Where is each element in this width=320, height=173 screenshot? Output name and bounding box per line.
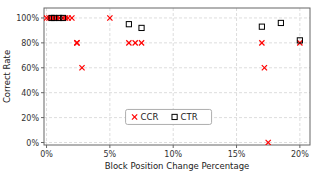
marker-stroke	[69, 15, 74, 20]
legend: CCR CTR	[126, 109, 212, 124]
marker-stroke	[133, 40, 138, 45]
y-grid-line	[44, 142, 310, 143]
axes: 0% 5% 10% 15% 20% 0% 20% 40% 60% 80% 100%	[16, 8, 310, 159]
x-grid-line	[46, 8, 47, 145]
marker-shape	[172, 114, 177, 119]
x-tick-label: 0%	[40, 150, 53, 159]
marker-stroke	[69, 15, 74, 20]
marker-stroke	[126, 40, 131, 45]
marker-shape	[259, 24, 264, 29]
marker-stroke	[133, 40, 138, 45]
plot-frame	[44, 8, 310, 145]
point	[126, 22, 131, 27]
marker-shape	[278, 20, 283, 25]
marker-shape	[60, 15, 65, 20]
y-tick-label: 80%	[21, 39, 39, 48]
x-grid-line	[109, 8, 110, 145]
marker-stroke	[262, 65, 267, 70]
marker-stroke	[262, 65, 267, 70]
x-tick-label: 5%	[104, 150, 117, 159]
marker-stroke	[259, 40, 264, 45]
marker-stroke	[266, 140, 271, 145]
marker-stroke	[139, 40, 144, 45]
chart: 0% 5% 10% 15% 20% 0% 20% 40% 60% 80% 100% Block Pos…	[0, 0, 320, 173]
point	[139, 40, 144, 45]
point	[60, 15, 65, 20]
marker-shape	[297, 38, 302, 43]
point	[139, 25, 144, 30]
point	[107, 15, 112, 20]
marker-stroke	[74, 40, 79, 45]
marker-stroke	[266, 140, 271, 145]
y-tick-label: 40%	[21, 89, 39, 98]
point	[69, 15, 74, 20]
y-tick-label: 20%	[21, 114, 39, 123]
marker-stroke	[259, 40, 264, 45]
x-grid-line	[236, 8, 237, 145]
series	[49, 15, 302, 43]
marker-stroke	[74, 40, 79, 45]
point	[126, 40, 131, 45]
marker-stroke	[107, 15, 112, 20]
marker-stroke	[79, 65, 84, 70]
y-grid-line	[44, 67, 310, 68]
marker-shape	[52, 15, 57, 20]
marker-shape	[139, 25, 144, 30]
series	[44, 15, 302, 145]
point	[133, 40, 138, 45]
x-tick-label: 15%	[228, 150, 246, 159]
marker-stroke	[74, 40, 79, 45]
marker-stroke	[139, 40, 144, 45]
points	[44, 15, 302, 145]
legend-label: CCR	[141, 112, 159, 122]
x-tick-label: 20%	[291, 150, 309, 159]
background	[0, 0, 320, 173]
legend-box	[126, 109, 212, 124]
marker-stroke	[132, 114, 137, 119]
point	[266, 140, 271, 145]
marker-stroke	[107, 15, 112, 20]
point	[278, 20, 283, 25]
marker-shape	[57, 15, 62, 20]
point	[52, 15, 57, 20]
x-grid-line	[299, 8, 300, 145]
point	[74, 40, 79, 45]
x-tick-label: 10%	[164, 150, 182, 159]
point	[74, 40, 79, 45]
point	[259, 40, 264, 45]
point	[79, 65, 84, 70]
y-grid-line	[44, 42, 310, 43]
legend-marker	[172, 114, 177, 119]
y-tick-label: 0%	[26, 139, 39, 148]
y-tick-label: 60%	[21, 64, 39, 73]
y-grid-line	[44, 17, 310, 18]
legend-label: CTR	[181, 112, 198, 122]
grid	[44, 8, 310, 145]
point	[259, 24, 264, 29]
legend-marker	[132, 114, 137, 119]
y-tick-label: 100%	[16, 14, 39, 23]
point	[262, 65, 267, 70]
x-axis-label: Block Position Change Percentage	[105, 161, 250, 171]
y-axis-label: Correct Rate	[2, 50, 12, 103]
marker-shape	[126, 22, 131, 27]
y-grid-line	[44, 92, 310, 93]
point	[57, 15, 62, 20]
marker-stroke	[132, 114, 137, 119]
marker-stroke	[79, 65, 84, 70]
marker-stroke	[74, 40, 79, 45]
point	[297, 38, 302, 43]
marker-stroke	[126, 40, 131, 45]
